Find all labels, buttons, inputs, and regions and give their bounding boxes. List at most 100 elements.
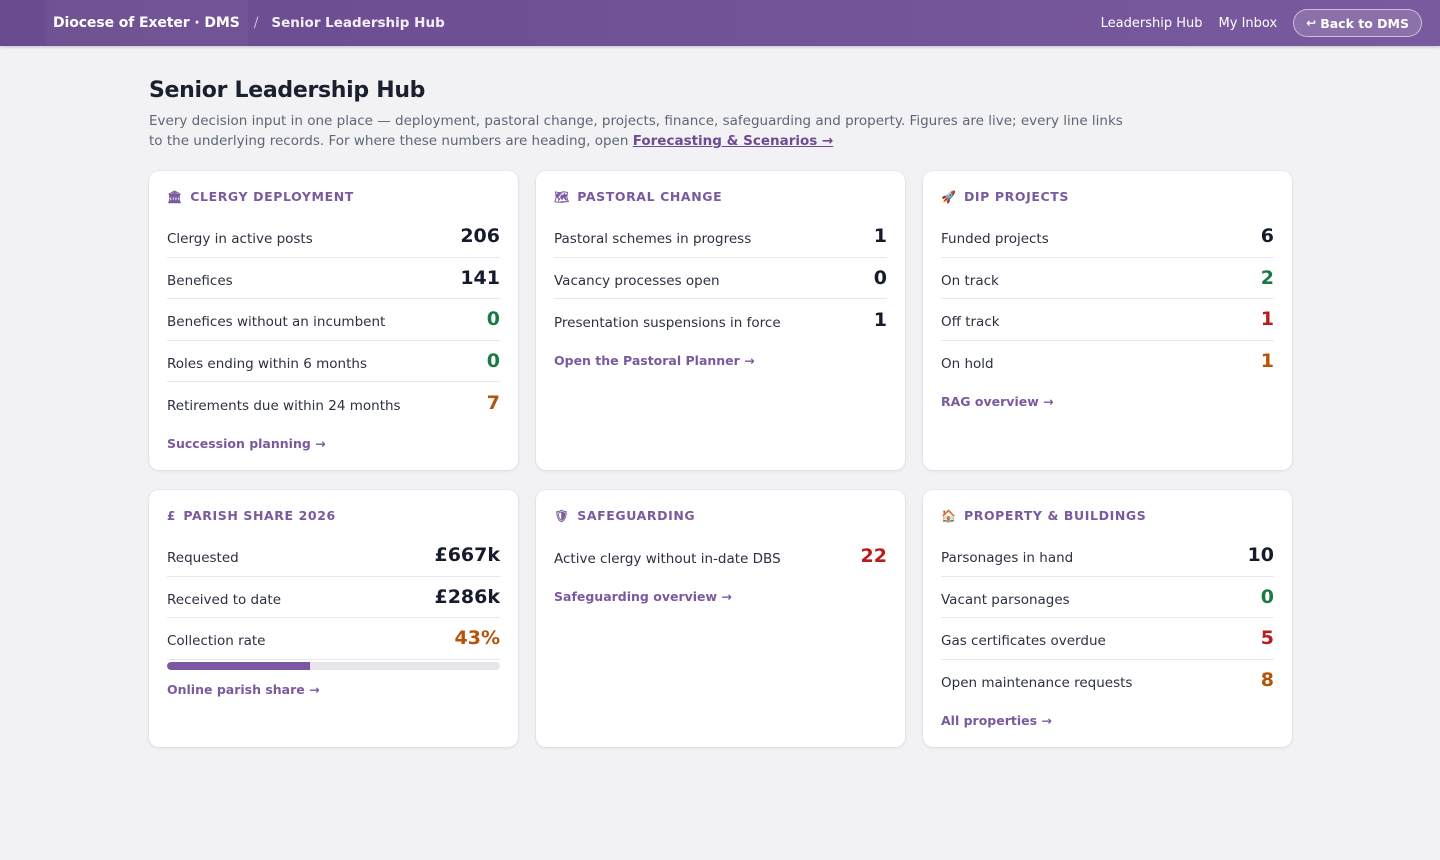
map-icon: 🗺 — [554, 189, 570, 204]
card-title: DIP PROJECTS — [963, 189, 1069, 204]
stat-value: £286k — [434, 585, 500, 608]
stat-row[interactable]: Open maintenance requests 8 — [941, 660, 1274, 702]
stat-row[interactable]: On hold 1 — [941, 341, 1274, 383]
stat-row[interactable]: Presentation suspensions in force 1 — [554, 299, 887, 341]
stat-row[interactable]: Parsonages in hand 10 — [941, 535, 1274, 577]
stat-row[interactable]: Retirements due within 24 months 7 — [167, 382, 500, 424]
stat-row[interactable]: Benefices 141 — [167, 258, 500, 299]
dip-projects-card: 🚀 DIP PROJECTS Funded projects 6 On trac… — [923, 171, 1292, 470]
card-header: 🏛 CLERGY DEPLOYMENT — [167, 189, 500, 204]
card-title: CLERGY DEPLOYMENT — [190, 189, 354, 204]
stat-label: Parsonages in hand — [941, 550, 1074, 567]
stat-value: 43% — [454, 627, 500, 650]
stat-value: 1 — [1260, 350, 1274, 373]
stat-label: Vacant parsonages — [941, 591, 1070, 608]
page-intro-text: Every decision input in one place — depl… — [149, 113, 1123, 149]
page-intro: Every decision input in one place — depl… — [149, 111, 1129, 151]
stat-row[interactable]: Received to date £286k — [167, 577, 500, 618]
stat-value: 6 — [1260, 225, 1274, 248]
forecasting-link[interactable]: Forecasting & Scenarios → — [632, 133, 834, 149]
stat-value: £667k — [434, 544, 500, 567]
stat-value: 141 — [460, 266, 500, 289]
card-header: £ PARISH SHARE 2026 — [167, 508, 500, 523]
safeguarding-card: 🛡 SAFEGUARDING Active clergy without in-… — [536, 490, 905, 747]
stat-value: 1 — [873, 225, 887, 248]
succession-planning-link[interactable]: Succession planning → — [167, 435, 326, 451]
card-header: 🚀 DIP PROJECTS — [941, 189, 1274, 204]
all-properties-link[interactable]: All properties → — [941, 713, 1052, 728]
nav-my-inbox[interactable]: My Inbox — [1218, 15, 1278, 31]
stat-row[interactable]: On track 2 — [941, 258, 1274, 299]
back-to-dms-button[interactable]: ↩ Back to DMS — [1293, 9, 1422, 37]
breadcrumb-separator: / — [253, 15, 259, 31]
property-buildings-card: 🏠 PROPERTY & BUILDINGS Parsonages in han… — [923, 490, 1292, 747]
stat-label: Clergy in active posts — [167, 231, 313, 248]
rocket-icon: 🚀 — [941, 189, 956, 204]
card-grid-row-2: £ PARISH SHARE 2026 Requested £667k Rece… — [149, 490, 1292, 747]
stat-label: Open maintenance requests — [941, 675, 1133, 692]
card-title: PARISH SHARE 2026 — [183, 508, 336, 523]
card-title: PASTORAL CHANGE — [577, 189, 723, 204]
pastoral-planner-link[interactable]: Open the Pastoral Planner → — [554, 352, 755, 368]
stat-value: 22 — [860, 544, 887, 567]
collection-progress-bar — [167, 661, 500, 670]
stat-row[interactable]: Collection rate 43% — [167, 618, 500, 660]
card-header: 🏠 PROPERTY & BUILDINGS — [941, 508, 1274, 523]
clergy-deployment-card: 🏛 CLERGY DEPLOYMENT Clergy in active pos… — [149, 171, 518, 470]
stat-row[interactable]: Active clergy without in-date DBS 22 — [554, 535, 887, 577]
stat-row[interactable]: Funded projects 6 — [941, 216, 1274, 258]
stat-label: Active clergy without in-date DBS — [554, 550, 781, 567]
stat-label: Pastoral schemes in progress — [554, 231, 752, 248]
stat-label: Roles ending within 6 months — [167, 355, 367, 372]
stat-row[interactable]: Requested £667k — [167, 535, 500, 577]
stat-row[interactable]: Clergy in active posts 206 — [167, 216, 500, 258]
back-to-dms-label: Back to DMS — [1320, 15, 1409, 31]
stat-label: On hold — [941, 356, 994, 373]
stat-label: Gas certificates overdue — [941, 633, 1106, 650]
stat-row[interactable]: Benefices without an incumbent 0 — [167, 299, 500, 341]
pastoral-change-card: 🗺 PASTORAL CHANGE Pastoral schemes in pr… — [536, 171, 905, 470]
safeguarding-overview-link[interactable]: Safeguarding overview → — [554, 588, 732, 604]
stat-label: On track — [941, 272, 999, 289]
card-grid-row-1: 🏛 CLERGY DEPLOYMENT Clergy in active pos… — [149, 171, 1292, 470]
stat-row[interactable]: Pastoral schemes in progress 1 — [554, 216, 887, 258]
stat-value: 5 — [1260, 627, 1274, 650]
stat-label: Benefices — [167, 272, 233, 289]
stat-label: Received to date — [167, 591, 281, 608]
stat-row[interactable]: Vacant parsonages 0 — [941, 577, 1274, 618]
stat-value: 8 — [1260, 669, 1274, 692]
card-header: 🛡 SAFEGUARDING — [554, 508, 887, 523]
pound-icon: £ — [167, 508, 176, 523]
card-title: SAFEGUARDING — [577, 508, 696, 523]
stat-value: 206 — [460, 225, 500, 248]
page-title: Senior Leadership Hub — [149, 78, 426, 103]
stat-value: 1 — [873, 308, 887, 331]
breadcrumb-current: Senior Leadership Hub — [271, 15, 445, 31]
stat-label: Requested — [167, 550, 239, 567]
stat-label: Vacancy processes open — [554, 272, 720, 289]
stat-row[interactable]: Gas certificates overdue 5 — [941, 618, 1274, 660]
stat-row[interactable]: Roles ending within 6 months 0 — [167, 341, 500, 382]
stat-row[interactable]: Off track 1 — [941, 299, 1274, 341]
brand-area[interactable]: Diocese of Exeter · DMS — [46, 0, 248, 46]
rag-overview-link[interactable]: RAG overview → — [941, 394, 1054, 409]
stat-value: 0 — [1260, 585, 1274, 608]
online-parish-share-link[interactable]: Online parish share → — [167, 681, 320, 697]
stat-value: 0 — [486, 349, 500, 372]
stat-label: Off track — [941, 314, 1000, 331]
stat-value: 10 — [1247, 544, 1274, 567]
nav-leadership-hub[interactable]: Leadership Hub — [1100, 15, 1203, 31]
stat-label: Collection rate — [167, 633, 266, 650]
house-icon: 🏠 — [941, 508, 956, 523]
stat-label: Funded projects — [941, 231, 1049, 248]
stat-label: Presentation suspensions in force — [554, 314, 781, 331]
church-icon: 🏛 — [167, 189, 183, 204]
stat-label: Retirements due within 24 months — [167, 397, 401, 414]
stat-value: 0 — [873, 266, 887, 289]
main-content: Senior Leadership Hub Every decision inp… — [149, 46, 1292, 747]
app-brand[interactable]: Diocese of Exeter · DMS — [53, 15, 240, 31]
parish-share-card: £ PARISH SHARE 2026 Requested £667k Rece… — [149, 490, 518, 747]
stat-value: 2 — [1260, 266, 1274, 289]
top-bar: Diocese of Exeter · DMS / Senior Leaders… — [0, 0, 1440, 46]
stat-row[interactable]: Vacancy processes open 0 — [554, 258, 887, 299]
